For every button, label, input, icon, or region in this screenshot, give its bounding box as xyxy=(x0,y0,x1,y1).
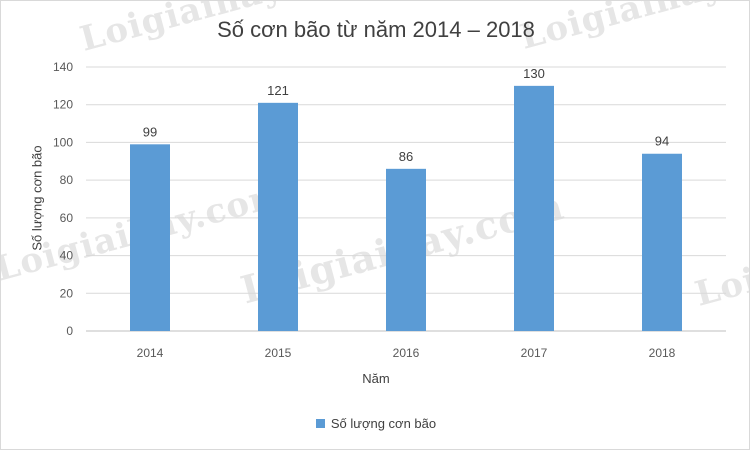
bar xyxy=(130,144,170,331)
chart-title: Số cơn bão từ năm 2014 – 2018 xyxy=(217,17,535,42)
y-tick-label: 140 xyxy=(53,60,73,74)
bar xyxy=(258,102,298,331)
y-tick-label: 80 xyxy=(60,173,74,187)
x-tick-label: 2018 xyxy=(649,346,676,360)
x-tick-label: 2015 xyxy=(265,346,292,360)
legend-label: Số lượng cơn bão xyxy=(330,416,437,431)
y-tick-label: 0 xyxy=(66,324,73,338)
x-tick-label: 2014 xyxy=(137,346,164,360)
y-tick-label: 100 xyxy=(53,135,73,149)
legend-swatch xyxy=(315,419,325,428)
bar xyxy=(386,168,426,331)
legend: Số lượng cơn bão xyxy=(1,416,749,431)
bar xyxy=(514,85,554,331)
data-label: 130 xyxy=(523,66,545,81)
data-label: 94 xyxy=(655,134,669,149)
y-tick-label: 60 xyxy=(60,211,74,225)
y-tick-label: 20 xyxy=(60,286,74,300)
bar xyxy=(642,153,682,331)
data-label: 121 xyxy=(267,83,289,98)
x-tick-label: 2016 xyxy=(393,346,420,360)
y-tick-label: 120 xyxy=(53,98,73,112)
y-tick-label: 40 xyxy=(60,249,74,263)
x-axis-label: Năm xyxy=(362,371,390,386)
data-label: 86 xyxy=(399,149,413,164)
data-label: 99 xyxy=(143,124,157,139)
x-tick-label: 2017 xyxy=(521,346,548,360)
